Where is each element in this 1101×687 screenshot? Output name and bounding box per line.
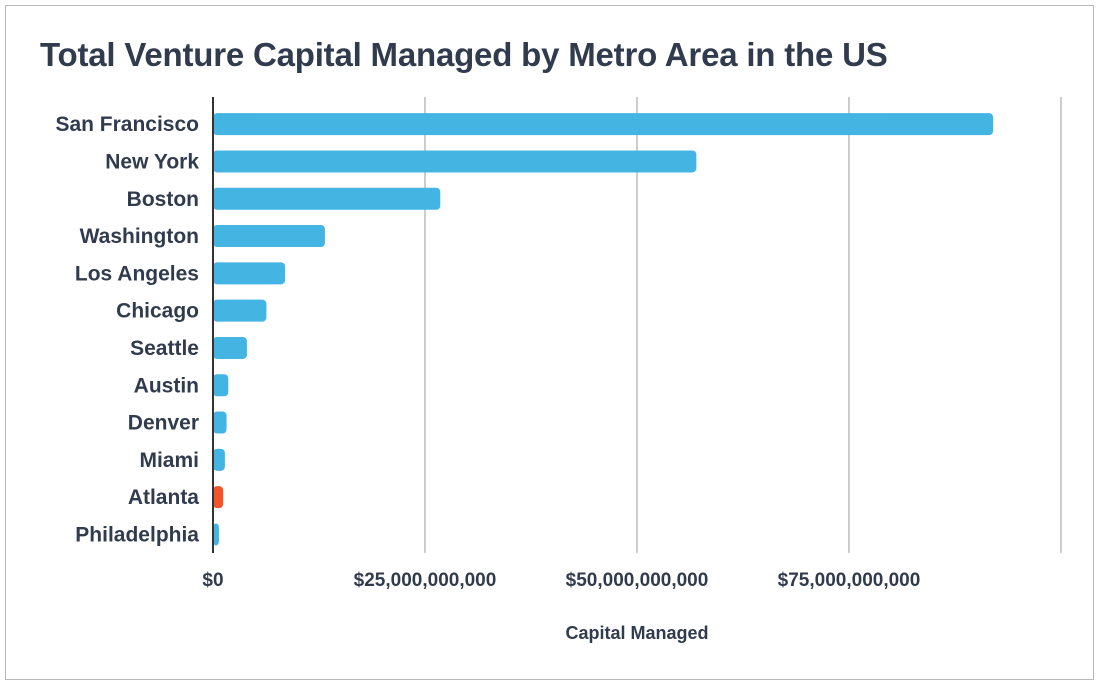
- bar-boston: [213, 187, 441, 210]
- category-label: Washington: [80, 225, 199, 248]
- bar-miami: [213, 448, 225, 471]
- x-tick-label: $50,000,000,000: [566, 570, 709, 591]
- category-label: Chicago: [116, 300, 199, 323]
- category-label: Seattle: [130, 337, 199, 360]
- x-tick-label: $25,000,000,000: [354, 570, 497, 591]
- bar-denver: [213, 411, 227, 434]
- bars: [213, 113, 994, 546]
- x-tick-labels: $0 $25,000,000,000 $50,000,000,000 $75,000,…: [202, 570, 920, 591]
- chart-title: Total Venture Capital Managed by Metro A…: [40, 36, 888, 73]
- category-label: Los Angeles: [75, 262, 199, 285]
- bar-new-york: [213, 150, 697, 173]
- category-label: San Francisco: [55, 113, 199, 136]
- bar-atlanta: [213, 486, 224, 509]
- category-label: Denver: [128, 412, 199, 435]
- category-label: New York: [105, 150, 199, 173]
- bar-austin: [213, 374, 229, 397]
- category-label: Miami: [139, 449, 199, 472]
- bar-philadelphia: [213, 523, 219, 546]
- bar-washington: [213, 225, 325, 248]
- bar-seattle: [213, 336, 247, 359]
- bar-san-francisco: [213, 113, 994, 136]
- category-label: Philadelphia: [75, 523, 199, 546]
- x-tick-label: $75,000,000,000: [778, 570, 921, 591]
- category-label: Boston: [127, 188, 199, 211]
- bar-los-angeles: [213, 262, 286, 285]
- category-label: Atlanta: [128, 486, 199, 509]
- x-axis-title: Capital Managed: [565, 623, 708, 643]
- category-labels: San Francisco New York Boston Washington Los…: [55, 113, 199, 546]
- bar-chicago: [213, 299, 267, 322]
- grid-lines: [424, 97, 1062, 553]
- x-tick-label: $0: [202, 570, 223, 591]
- category-label: Austin: [134, 374, 199, 397]
